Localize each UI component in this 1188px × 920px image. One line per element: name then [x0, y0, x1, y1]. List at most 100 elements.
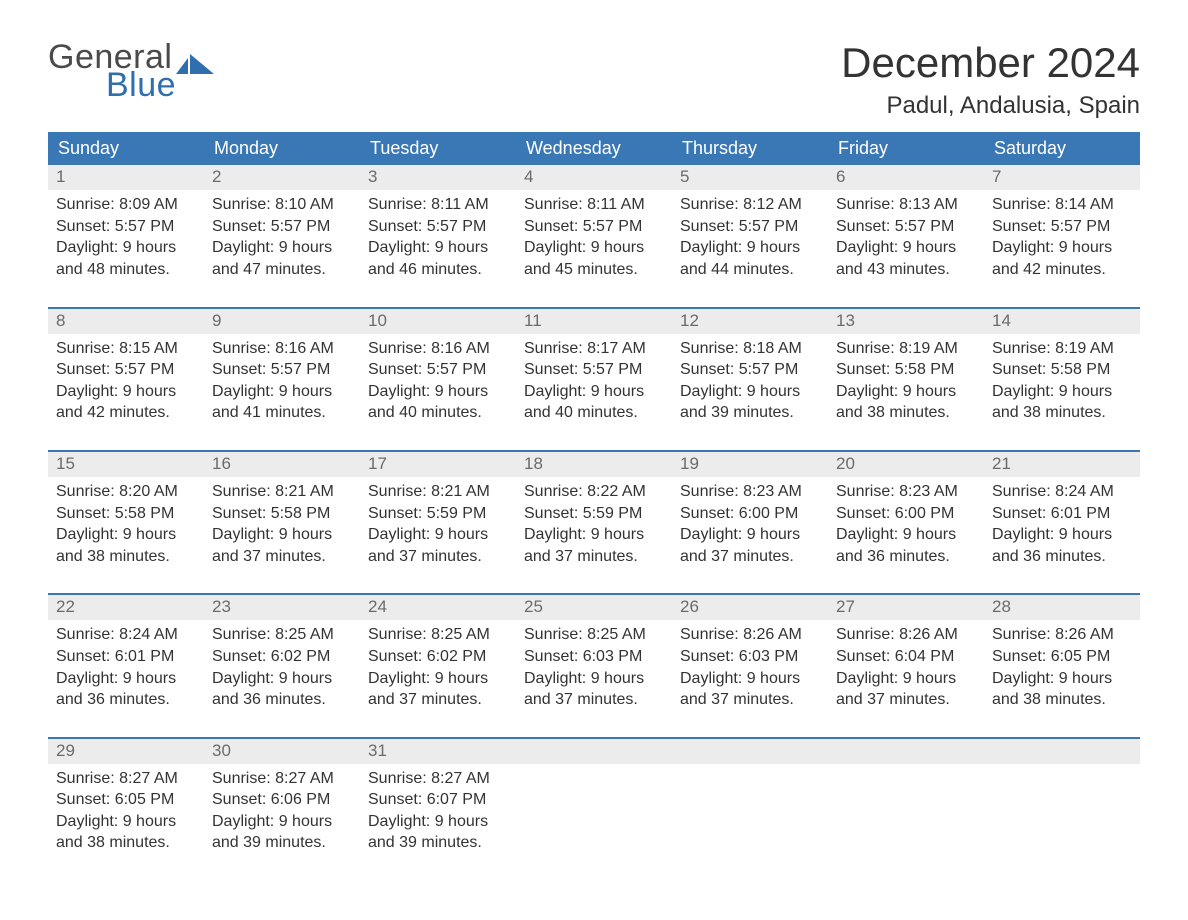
day-cell	[672, 764, 828, 854]
date-number: 21	[984, 452, 1140, 477]
daylight-line1: Daylight: 9 hours	[212, 811, 352, 833]
sunrise-text: Sunrise: 8:21 AM	[212, 481, 352, 503]
date-number: 3	[360, 165, 516, 190]
day-cell: Sunrise: 8:26 AMSunset: 6:03 PMDaylight:…	[672, 620, 828, 710]
day-cell: Sunrise: 8:09 AMSunset: 5:57 PMDaylight:…	[48, 190, 204, 280]
day-cell: Sunrise: 8:25 AMSunset: 6:03 PMDaylight:…	[516, 620, 672, 710]
sunset-text: Sunset: 5:58 PM	[836, 359, 976, 381]
sunrise-text: Sunrise: 8:24 AM	[992, 481, 1132, 503]
daylight-line1: Daylight: 9 hours	[836, 237, 976, 259]
calendar: Sunday Monday Tuesday Wednesday Thursday…	[48, 132, 1140, 854]
sunrise-text: Sunrise: 8:26 AM	[680, 624, 820, 646]
sunset-text: Sunset: 5:59 PM	[368, 503, 508, 525]
date-number: 31	[360, 739, 516, 764]
sunset-text: Sunset: 5:57 PM	[368, 359, 508, 381]
day-cell: Sunrise: 8:24 AMSunset: 6:01 PMDaylight:…	[984, 477, 1140, 567]
sunrise-text: Sunrise: 8:14 AM	[992, 194, 1132, 216]
week-row: 22232425262728Sunrise: 8:24 AMSunset: 6:…	[48, 593, 1140, 710]
date-number: 23	[204, 595, 360, 620]
sunrise-text: Sunrise: 8:25 AM	[212, 624, 352, 646]
weeks-container: 1234567Sunrise: 8:09 AMSunset: 5:57 PMDa…	[48, 165, 1140, 854]
day-cell: Sunrise: 8:26 AMSunset: 6:05 PMDaylight:…	[984, 620, 1140, 710]
sunrise-text: Sunrise: 8:11 AM	[368, 194, 508, 216]
daylight-line2: and 37 minutes.	[368, 546, 508, 568]
date-number: 27	[828, 595, 984, 620]
date-number	[516, 739, 672, 764]
daylight-line2: and 42 minutes.	[56, 402, 196, 424]
day-cell: Sunrise: 8:19 AMSunset: 5:58 PMDaylight:…	[828, 334, 984, 424]
date-number: 7	[984, 165, 1140, 190]
date-number: 14	[984, 309, 1140, 334]
day-cell: Sunrise: 8:25 AMSunset: 6:02 PMDaylight:…	[360, 620, 516, 710]
date-number: 4	[516, 165, 672, 190]
sunset-text: Sunset: 5:57 PM	[368, 216, 508, 238]
daylight-line1: Daylight: 9 hours	[992, 524, 1132, 546]
day-cell: Sunrise: 8:14 AMSunset: 5:57 PMDaylight:…	[984, 190, 1140, 280]
daylight-line1: Daylight: 9 hours	[524, 237, 664, 259]
sunrise-text: Sunrise: 8:27 AM	[56, 768, 196, 790]
date-number: 28	[984, 595, 1140, 620]
daylight-line1: Daylight: 9 hours	[524, 381, 664, 403]
day-cell: Sunrise: 8:19 AMSunset: 5:58 PMDaylight:…	[984, 334, 1140, 424]
sunset-text: Sunset: 6:00 PM	[680, 503, 820, 525]
daylight-line2: and 43 minutes.	[836, 259, 976, 281]
day-name-header-row: Sunday Monday Tuesday Wednesday Thursday…	[48, 132, 1140, 165]
daylight-line1: Daylight: 9 hours	[524, 668, 664, 690]
daylight-line1: Daylight: 9 hours	[56, 811, 196, 833]
sunrise-text: Sunrise: 8:09 AM	[56, 194, 196, 216]
daylight-line2: and 44 minutes.	[680, 259, 820, 281]
daylight-line2: and 48 minutes.	[56, 259, 196, 281]
sunset-text: Sunset: 5:57 PM	[680, 359, 820, 381]
sunset-text: Sunset: 6:05 PM	[992, 646, 1132, 668]
date-number: 19	[672, 452, 828, 477]
date-number-row: 1234567	[48, 165, 1140, 190]
day-cell: Sunrise: 8:21 AMSunset: 5:58 PMDaylight:…	[204, 477, 360, 567]
page-header: General Blue December 2024 Padul, Andalu…	[48, 40, 1140, 120]
daylight-line2: and 45 minutes.	[524, 259, 664, 281]
day-data-row: Sunrise: 8:15 AM Sunset: 5:57 PM Daylight:…	[48, 334, 1140, 424]
daylight-line2: and 37 minutes.	[836, 689, 976, 711]
date-number: 25	[516, 595, 672, 620]
sunrise-text: Sunrise: 8:18 AM	[680, 338, 820, 360]
sunset-text: Sunset: 6:01 PM	[992, 503, 1132, 525]
daylight-line2: and 39 minutes.	[212, 832, 352, 854]
daylight-line1: Daylight: 9 hours	[992, 237, 1132, 259]
sunrise-text: Sunrise: 8:21 AM	[368, 481, 508, 503]
day-data-row: Sunrise: 8:24 AMSunset: 6:01 PMDaylight:…	[48, 620, 1140, 710]
daylight-line1: Daylight: 9 hours	[368, 524, 508, 546]
week-row: 293031Sunrise: 8:27 AMSunset: 6:05 PMDay…	[48, 737, 1140, 854]
day-cell: Sunrise: 8:17 AMSunset: 5:57 PMDaylight:…	[516, 334, 672, 424]
day-data-row: Sunrise: 8:09 AMSunset: 5:57 PMDaylight:…	[48, 190, 1140, 280]
day-cell	[984, 764, 1140, 854]
day-name-tuesday: Tuesday	[360, 132, 516, 165]
sunset-text: Sunset: 5:57 PM	[56, 216, 196, 238]
daylight-line2: and 40 minutes.	[524, 402, 664, 424]
sunrise-text: Sunrise: 8:15 AM	[56, 338, 196, 360]
date-number-row: 22232425262728	[48, 595, 1140, 620]
daylight-line1: Daylight: 9 hours	[680, 668, 820, 690]
date-number: 8	[48, 309, 204, 334]
day-data-row: Sunrise: 8:27 AMSunset: 6:05 PMDaylight:…	[48, 764, 1140, 854]
day-cell: Sunrise: 8:27 AMSunset: 6:05 PMDaylight:…	[48, 764, 204, 854]
daylight-line2: and 37 minutes.	[368, 689, 508, 711]
date-number: 15	[48, 452, 204, 477]
daylight-line2: and 46 minutes.	[368, 259, 508, 281]
date-number: 20	[828, 452, 984, 477]
sunrise-text: Sunrise: 8:16 AM	[212, 338, 352, 360]
week-row: 891011121314Sunrise: 8:15 AMSunset: 5:57…	[48, 307, 1140, 424]
daylight-line2: and 39 minutes.	[368, 832, 508, 854]
day-cell: Sunrise: 8:25 AMSunset: 6:02 PMDaylight:…	[204, 620, 360, 710]
sunset-text: Sunset: 5:57 PM	[212, 216, 352, 238]
day-name-saturday: Saturday	[984, 132, 1140, 165]
day-data-row: Sunrise: 8:20 AMSunset: 5:58 PMDaylight:…	[48, 477, 1140, 567]
date-number	[672, 739, 828, 764]
sunset-text: Sunset: 6:02 PM	[212, 646, 352, 668]
date-number-row: 293031	[48, 739, 1140, 764]
day-cell: Sunrise: 8:11 AMSunset: 5:57 PMDaylight:…	[360, 190, 516, 280]
daylight-line1: Daylight: 9 hours	[680, 524, 820, 546]
daylight-line1: Daylight: 9 hours	[992, 668, 1132, 690]
date-number: 16	[204, 452, 360, 477]
week-row: 1234567Sunrise: 8:09 AMSunset: 5:57 PMDa…	[48, 165, 1140, 280]
sunrise-text: Sunrise: 8:25 AM	[368, 624, 508, 646]
sunrise-text: Sunrise: 8:10 AM	[212, 194, 352, 216]
